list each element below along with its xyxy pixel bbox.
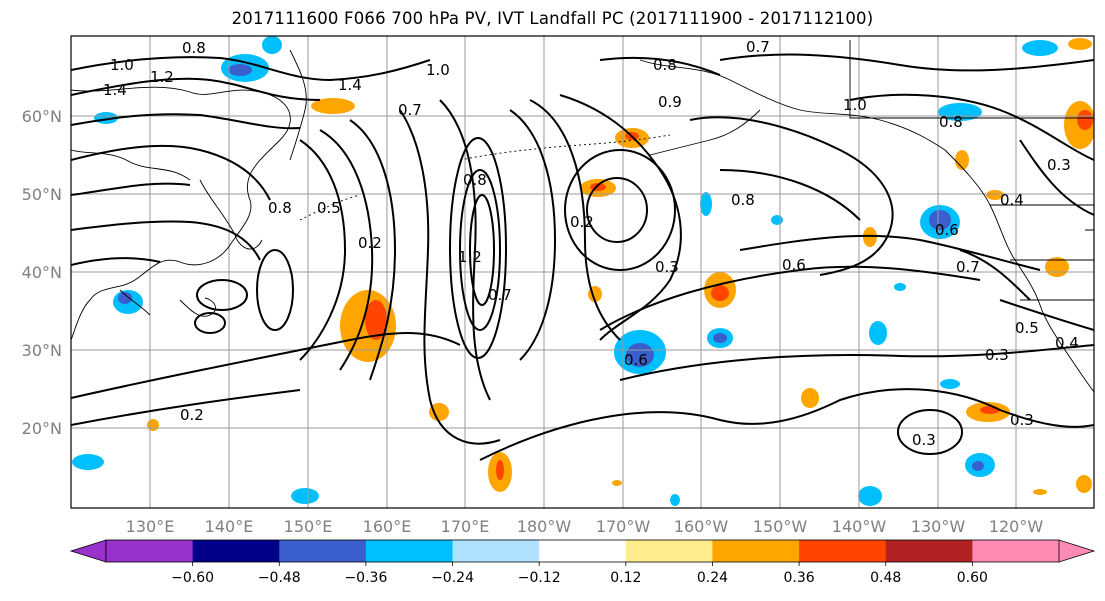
- contour-label: 0.8: [463, 171, 487, 189]
- colorbar-extension-max: [1058, 539, 1096, 563]
- lat-label: 30°N: [22, 341, 62, 360]
- colorbar-segment: [452, 540, 540, 562]
- contour-label: 1.0: [426, 61, 450, 79]
- contour-label: 0.9: [658, 93, 682, 111]
- colorbar-tick-label: 0.24: [697, 570, 728, 586]
- contour-label: 0.8: [731, 191, 755, 209]
- contour-label: 1.4: [338, 76, 362, 94]
- colorbar-tick-label: 0.36: [784, 570, 815, 586]
- colorbar-tick-label: 0.48: [870, 570, 901, 586]
- colorbar-tick-label: −0.36: [344, 570, 387, 586]
- lon-label: 150°W: [753, 517, 808, 536]
- lon-label: 160°E: [363, 517, 412, 536]
- colorbar-segment: [799, 540, 887, 562]
- colorbar-segment: [539, 540, 627, 562]
- lon-label: 120°W: [989, 517, 1044, 536]
- contour-label: 0.6: [935, 221, 959, 239]
- contour-label: 0.7: [398, 101, 422, 119]
- contour-label: 0.6: [624, 351, 648, 369]
- contour-label: 0.3: [912, 431, 936, 449]
- lon-label: 130°W: [911, 517, 966, 536]
- lat-label: 50°N: [22, 185, 62, 204]
- contour-label: 0.2: [358, 234, 382, 252]
- colorbar-extension-min: [69, 539, 107, 563]
- colorbar-tick-label: 0.60: [957, 570, 988, 586]
- contour-label: 1.0: [843, 96, 867, 114]
- graticule: [71, 36, 1094, 508]
- colorbar-tick-label: −0.12: [518, 570, 561, 586]
- lon-label: 180°W: [517, 517, 572, 536]
- lat-label: 60°N: [22, 107, 62, 126]
- colorbar-tick-label: −0.60: [171, 570, 214, 586]
- contour-label: 0.3: [985, 346, 1009, 364]
- lat-label: 40°N: [22, 263, 62, 282]
- lon-label: 170°E: [441, 517, 490, 536]
- contour-label: 0.8: [268, 199, 292, 217]
- lon-label: 140°E: [205, 517, 254, 536]
- latitude-labels: 60°N 50°N 40°N 30°N 20°N: [22, 107, 62, 438]
- contour-label: 0.6: [782, 256, 806, 274]
- map-title: 2017111600 F066 700 hPa PV, IVT Landfall…: [231, 9, 874, 28]
- contour-label: 0.3: [1010, 411, 1034, 429]
- colorbar-segments: [69, 539, 1096, 563]
- contour-label: 0.3: [655, 258, 679, 276]
- contour-label: 0.8: [939, 113, 963, 131]
- colorbar-segment: [192, 540, 280, 562]
- colorbar-segment: [106, 540, 194, 562]
- contour-label: 0.8: [653, 56, 677, 74]
- lon-label: 140°W: [832, 517, 887, 536]
- contour-label: 1.2: [150, 68, 174, 86]
- coastlines: [71, 40, 1094, 393]
- colorbar-segment: [365, 540, 454, 562]
- map-panel: 0.8 1.0 1.2 1.4 1.4 1.0 0.7 0.9 0.7 0.8 …: [70, 35, 1095, 509]
- contour-label: 0.3: [1047, 156, 1071, 174]
- colorbar-ticks: −0.60 −0.48 −0.36 −0.24 −0.12 0.12 0.24 0.36 0.4…: [171, 562, 988, 586]
- colorbar-segment: [885, 540, 973, 562]
- colorbar-tick-label: 0.12: [610, 570, 641, 586]
- contour-labels: 0.8 1.0 1.2 1.4 1.4 1.0 0.7 0.9 0.7 0.8 …: [103, 38, 1079, 449]
- contour-label: 0.8: [182, 39, 206, 57]
- lon-label: 170°W: [596, 517, 651, 536]
- contour-label: 0.7: [956, 258, 980, 276]
- contour-label: 0.4: [1055, 334, 1079, 352]
- pv-contours: [71, 53, 1094, 461]
- contour-label: 1.4: [103, 81, 127, 99]
- colorbar-tick-label: −0.48: [258, 570, 301, 586]
- colorbar-segment: [972, 540, 1060, 562]
- lon-label: 160°W: [674, 517, 729, 536]
- colorbar: −0.60 −0.48 −0.36 −0.24 −0.12 0.12 0.24 0.36 0.4…: [69, 539, 1096, 586]
- map-frame: [70, 35, 1095, 509]
- colorbar-tick-label: −0.24: [431, 570, 474, 586]
- lon-label: 130°E: [126, 517, 175, 536]
- contour-label: 0.7: [746, 38, 770, 56]
- lon-label: 150°E: [284, 517, 333, 536]
- contour-label: 0.4: [1000, 191, 1024, 209]
- contour-label: 0.5: [317, 199, 341, 217]
- contour-label: 0.5: [1015, 319, 1039, 337]
- shaded-anomalies: [72, 36, 1094, 506]
- contour-label: 0.2: [570, 213, 594, 231]
- colorbar-segment: [625, 540, 713, 562]
- contour-label: 1.0: [110, 56, 134, 74]
- longitude-labels: 130°E 140°E 150°E 160°E 170°E 180°W 170°…: [126, 517, 1044, 536]
- colorbar-segment: [712, 540, 800, 562]
- colorbar-frame: [105, 539, 1060, 563]
- colorbar-segment: [279, 540, 367, 562]
- contour-label: 1.2: [458, 248, 482, 266]
- contour-label: 0.7: [488, 286, 512, 304]
- lat-label: 20°N: [22, 419, 62, 438]
- contour-label: 0.2: [180, 406, 204, 424]
